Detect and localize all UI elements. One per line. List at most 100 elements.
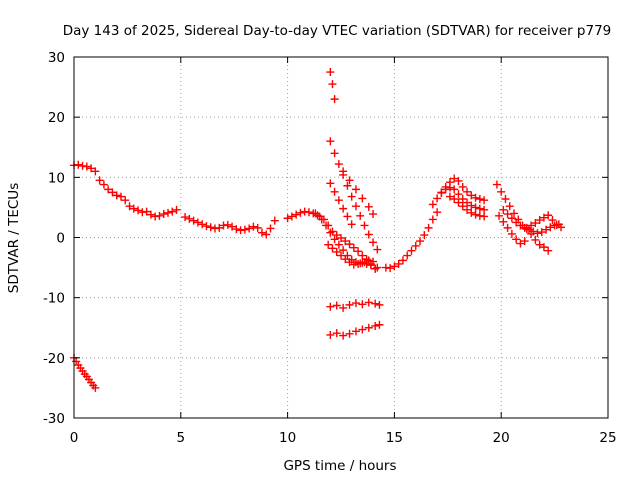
- data-point: [416, 237, 425, 246]
- data-point: [82, 162, 91, 171]
- data-point: [266, 224, 275, 233]
- data-point: [366, 261, 375, 270]
- data-point: [159, 210, 168, 219]
- data-point: [450, 174, 459, 183]
- data-point: [407, 246, 416, 255]
- data-point: [112, 191, 121, 200]
- data-point: [454, 190, 463, 199]
- data-point: [332, 231, 341, 240]
- data-point: [223, 220, 232, 229]
- x-tick-label: 5: [177, 430, 186, 446]
- series-arc-2: [70, 160, 181, 221]
- data-point: [345, 329, 354, 338]
- data-point: [249, 222, 258, 231]
- y-tick-label: -30: [43, 411, 65, 427]
- data-point: [546, 223, 555, 232]
- data-point: [537, 228, 546, 237]
- data-point: [531, 235, 540, 244]
- data-point: [475, 194, 484, 203]
- data-point: [375, 300, 384, 309]
- data-point: [339, 303, 348, 312]
- series-arc-9: [326, 179, 356, 229]
- data-point: [358, 325, 367, 334]
- data-point: [345, 258, 354, 267]
- data-point: [458, 182, 467, 191]
- y-tick-label: 0: [56, 231, 65, 247]
- data-point: [339, 167, 348, 176]
- data-point: [428, 200, 437, 209]
- data-point: [339, 204, 348, 213]
- data-point: [428, 215, 437, 224]
- data-point: [328, 227, 337, 236]
- data-point: [334, 160, 343, 169]
- data-point: [332, 329, 341, 338]
- data-point: [330, 235, 339, 244]
- data-point: [155, 211, 164, 220]
- data-point: [146, 210, 155, 219]
- data-point: [369, 238, 378, 247]
- x-tick-label: 25: [599, 430, 616, 446]
- data-point: [358, 300, 367, 309]
- data-point: [129, 204, 138, 213]
- data-point: [326, 137, 335, 146]
- data-point: [411, 241, 420, 250]
- data-point: [539, 213, 548, 222]
- data-point: [296, 208, 305, 217]
- data-point: [287, 212, 296, 221]
- data-point: [371, 264, 380, 273]
- data-point: [349, 243, 358, 252]
- grid: [74, 57, 608, 418]
- data-point: [351, 202, 360, 211]
- series-arc-6: [326, 68, 339, 104]
- data-point: [520, 237, 529, 246]
- data-point: [544, 211, 553, 220]
- data-point: [441, 185, 450, 194]
- data-point: [87, 164, 96, 173]
- axis-ticks: [73, 56, 609, 419]
- data-point: [358, 258, 367, 267]
- data-point: [354, 247, 363, 256]
- data-point: [116, 192, 125, 201]
- data-point: [339, 246, 348, 255]
- y-axis-label: SDTVAR / TECUs: [6, 183, 22, 293]
- data-point: [454, 176, 463, 185]
- data-point: [480, 196, 489, 205]
- data-point: [270, 216, 279, 225]
- data-point: [326, 68, 335, 77]
- data-point: [345, 240, 354, 249]
- data-point: [168, 207, 177, 216]
- data-point: [501, 194, 510, 203]
- series-arc-14: [428, 174, 489, 209]
- data-point: [495, 211, 504, 220]
- series-arc-15: [437, 183, 489, 214]
- data-point: [334, 196, 343, 205]
- data-point: [516, 221, 525, 230]
- data-point: [445, 192, 454, 201]
- data-point: [522, 223, 531, 232]
- data-point: [99, 180, 108, 189]
- data-point: [358, 194, 367, 203]
- data-point: [450, 194, 459, 203]
- data-point: [386, 264, 395, 273]
- data-point: [512, 218, 521, 227]
- data-point: [95, 176, 104, 185]
- data-point: [202, 222, 211, 231]
- data-point: [330, 187, 339, 196]
- data-point: [351, 299, 360, 308]
- data-point: [437, 188, 446, 197]
- data-point: [499, 205, 508, 214]
- data-point: [364, 230, 373, 239]
- data-point: [420, 231, 429, 240]
- data-point: [257, 228, 266, 237]
- data-point: [544, 246, 553, 255]
- data-point: [433, 208, 442, 217]
- data-point: [304, 208, 313, 217]
- data-point: [198, 220, 207, 229]
- data-point: [364, 323, 373, 332]
- data-point: [341, 237, 350, 246]
- series-arc-13: [381, 208, 442, 273]
- data-point: [337, 251, 345, 260]
- data-point: [345, 300, 354, 309]
- data-point: [371, 321, 380, 330]
